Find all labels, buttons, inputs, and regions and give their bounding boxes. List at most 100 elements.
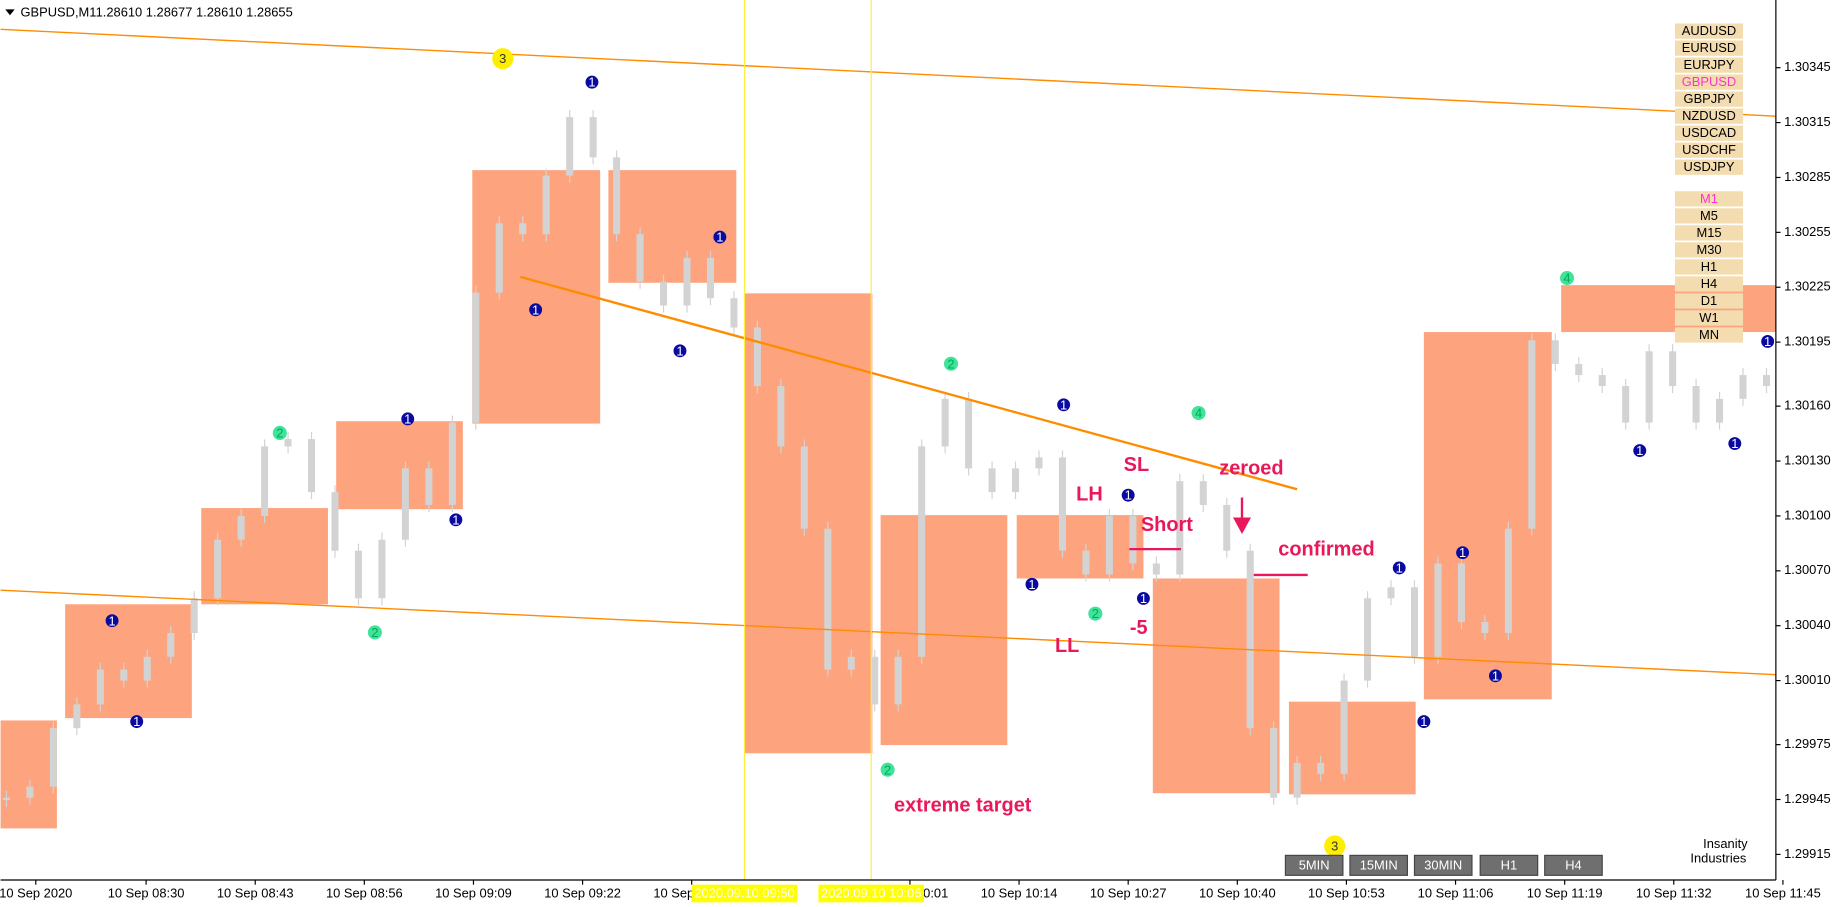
tf-button-label: H1 [1501,857,1517,872]
y-tick-label: 1.30255 [1784,224,1831,239]
tf-button[interactable] [1544,854,1603,876]
candle [190,598,198,634]
zone [201,508,328,605]
signal-marker [880,762,895,777]
signal-marker [492,48,514,70]
symbol-button[interactable] [1674,108,1744,124]
zone [472,170,601,424]
time-axis: 10 Sep 2020 10 Sep 08:30 10 Sep 08:43 10 Se… [0,880,1821,903]
annotation: extreme target [894,794,1032,816]
candle [1410,587,1419,657]
annotation: confirmed [1278,539,1374,561]
time-highlight [691,884,798,903]
timeframe-button[interactable] [1674,327,1744,343]
ohlc: 1.28610 1.28677 1.28610 1.28655 [96,4,293,19]
symbol-button[interactable] [1674,57,1744,73]
candle [331,492,339,551]
signal-marker [1633,444,1647,458]
signal-label: 2 [884,762,891,777]
signal-marker [367,625,382,640]
candle [589,117,597,158]
signal-label: 1 [108,613,115,628]
signal-label: 1 [1396,560,1403,575]
signal-label: 3 [1331,839,1338,854]
trendline [0,589,1776,676]
timeframe-label: H4 [1701,276,1717,291]
symbol-button[interactable] [1674,159,1744,175]
annotation: SL [1124,454,1149,476]
timeframe-button[interactable] [1674,276,1744,292]
signal-marker [401,412,415,426]
signal-marker [1392,561,1406,575]
candle [777,386,785,447]
signal-label: 1 [1028,577,1035,592]
signal-label: 1 [1420,714,1427,729]
timeframe-button[interactable] [1674,293,1744,309]
candle [26,786,34,798]
signal-marker [1088,606,1103,621]
candle [918,446,926,657]
menu-triangle[interactable] [5,9,15,16]
candle [1152,563,1160,575]
candle [1692,386,1700,423]
y-tick-label: 1.30315 [1784,114,1831,129]
timeframe-button[interactable] [1674,225,1744,241]
signal-marker [529,303,543,317]
timeframe-label: M5 [1700,208,1718,223]
symbol-button[interactable] [1674,40,1744,56]
candle [1551,340,1559,365]
x-tick-label: 10 Sep 10:27 [1090,885,1167,900]
tf-button[interactable] [1479,854,1539,876]
candle [1457,563,1465,623]
annotation: LL [1055,635,1079,657]
signal-marker [1025,577,1039,591]
symbol-button[interactable] [1674,125,1744,141]
signal-label: 1 [1731,436,1738,451]
tf-button[interactable] [1349,854,1409,876]
timeframe-button[interactable] [1674,242,1744,258]
timeframe-button[interactable] [1674,191,1744,207]
symbol-button[interactable] [1674,74,1744,90]
symbol-label: GBPUSD [1682,74,1736,89]
symbol-button[interactable] [1674,91,1744,107]
signal-marker [1559,271,1575,286]
candle [167,633,175,657]
signal-marker [105,614,119,628]
signal-label: 1 [532,302,539,317]
symbol-button[interactable] [1674,23,1744,39]
candle [1364,598,1372,681]
signal-label: 1 [1492,668,1499,683]
candle [2,797,10,801]
y-tick-label: 1.29975 [1784,736,1831,751]
candle [1645,351,1653,423]
y-tick-label: 1.30010 [1784,672,1831,687]
timeframe-button[interactable] [1674,259,1744,275]
candle [1293,762,1301,798]
signal-label: 2 [276,426,283,441]
timeframe-button[interactable] [1674,310,1744,326]
candles [2,110,1771,808]
symbol-label: GBPJPY [1684,91,1735,106]
signal-label: 4 [1563,271,1570,286]
y-tick-label: 1.30285 [1784,169,1831,184]
symbol-button[interactable] [1674,142,1744,158]
x-tick-label: 10 Sep 11:06 [1418,885,1494,900]
signal-label: 1 [1060,397,1067,412]
logo: Industries [1690,850,1746,865]
candle [1035,457,1043,469]
timeframe-label: H1 [1701,259,1717,274]
timeframe-button[interactable] [1674,208,1744,224]
signal-label: 1 [1764,334,1771,349]
symbol-label: USDCHF [1682,142,1736,157]
symbol-title: GBPUSD,M1 [21,4,97,19]
y-tick-label: 1.29945 [1784,791,1831,806]
candle [354,550,362,599]
candle [1622,386,1630,423]
annotation: -5 [1130,617,1148,639]
candle [824,528,832,670]
candle [941,398,949,447]
tf-button[interactable] [1413,854,1473,876]
candle [143,656,151,681]
candle [706,257,714,299]
tf-button[interactable] [1284,854,1344,876]
